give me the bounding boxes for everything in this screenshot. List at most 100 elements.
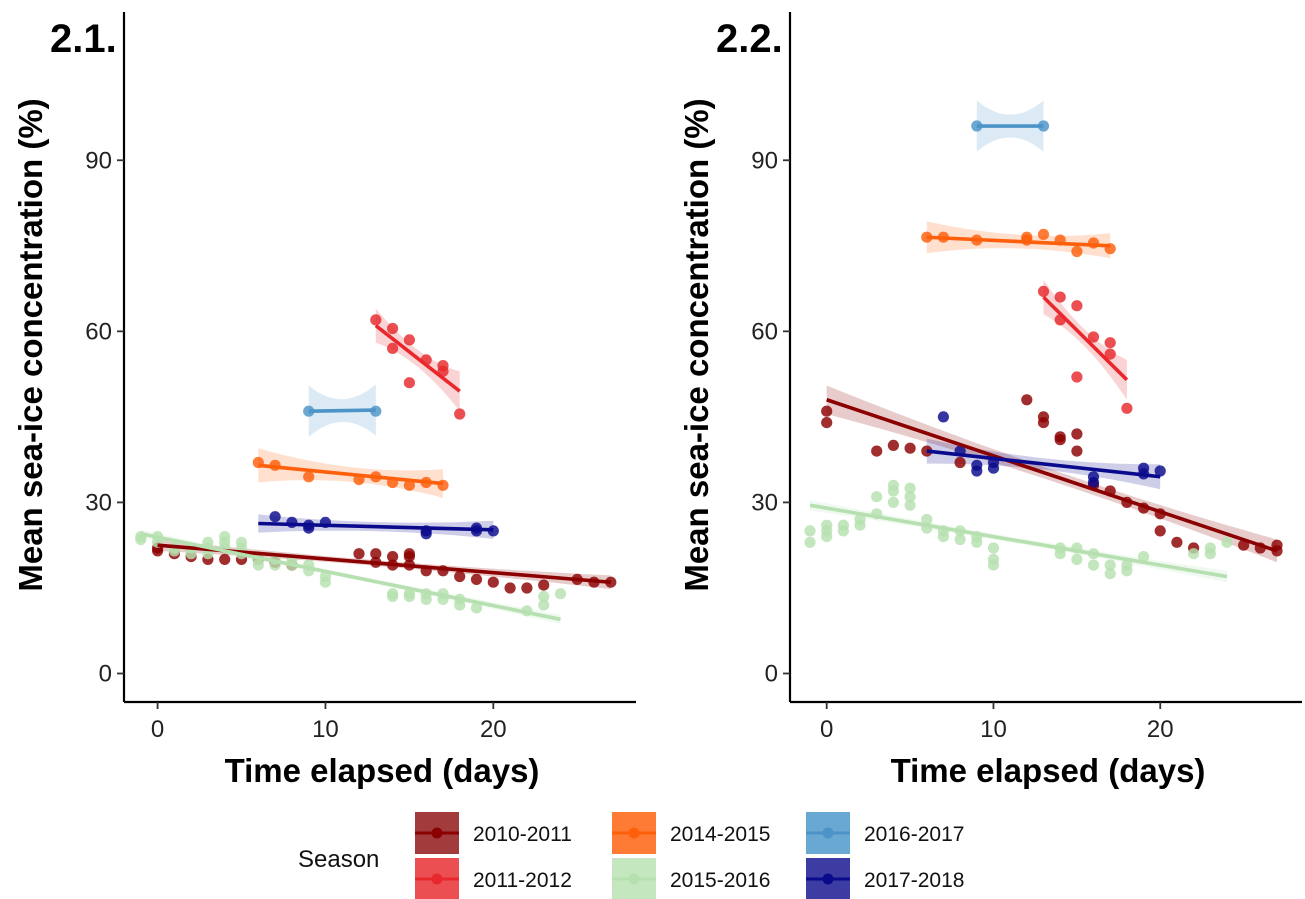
data-point-2010-2011 xyxy=(521,582,533,594)
legend-key-point xyxy=(628,873,640,885)
data-point-2015-2016 xyxy=(904,491,916,503)
data-point-2015-2016 xyxy=(921,513,933,526)
legend-key-point xyxy=(628,827,640,839)
x-tick-label: 10 xyxy=(312,716,339,743)
data-point-2011-2012 xyxy=(403,377,415,389)
trend-line-2011-2012 xyxy=(1042,295,1129,382)
data-point-2015-2016 xyxy=(470,602,483,614)
x-tick-label: 20 xyxy=(480,716,507,743)
data-point-2017-2018 xyxy=(269,511,281,523)
data-point-2010-2011 xyxy=(1037,417,1050,429)
data-point-2010-2011 xyxy=(387,551,399,563)
data-point-2015-2016 xyxy=(135,533,147,546)
chart-panel-1: 2.1. 0 30 60 90 0 10 20 Time elapsed (days) Mean … xyxy=(12,12,636,789)
y-tick-label: 30 xyxy=(85,489,112,516)
data-point-2010-2011 xyxy=(1171,536,1183,548)
data-point-2015-2016 xyxy=(904,482,916,494)
data-point-2011-2012 xyxy=(1104,348,1116,360)
data-point-2015-2016 xyxy=(403,590,415,603)
data-point-2017-2018 xyxy=(987,462,1000,474)
data-point-2010-2011 xyxy=(152,545,164,557)
data-point-2015-2016 xyxy=(937,531,950,543)
data-point-2015-2016 xyxy=(887,485,900,497)
trend-line-2010-2011 xyxy=(826,398,1278,553)
legend-label: 2010-2011 xyxy=(473,823,572,846)
trend-line-2011-2012 xyxy=(374,324,461,393)
data-point-2015-2016 xyxy=(904,499,916,511)
legend-label: 2017-2018 xyxy=(864,869,964,892)
data-point-2010-2011 xyxy=(470,573,483,586)
legend-item-2017-2018: 2017-2018 xyxy=(806,858,964,899)
data-point-2015-2016 xyxy=(538,590,550,603)
data-point-2015-2016 xyxy=(954,533,966,546)
data-point-2015-2016 xyxy=(252,559,264,571)
legend-key-point xyxy=(822,827,834,839)
data-point-2011-2012 xyxy=(403,334,415,346)
data-point-2015-2016 xyxy=(804,525,816,537)
data-point-2010-2011 xyxy=(821,417,833,429)
trend-line-2016-2017 xyxy=(308,408,376,413)
data-point-2015-2016 xyxy=(1121,565,1133,577)
data-point-2015-2016 xyxy=(987,542,1000,554)
data-point-2015-2016 xyxy=(1188,548,1200,560)
data-point-2015-2016 xyxy=(887,496,900,508)
data-point-2010-2011 xyxy=(219,553,231,566)
data-point-2014-2015 xyxy=(403,479,415,491)
data-point-2015-2016 xyxy=(387,590,399,603)
data-point-2010-2011 xyxy=(538,579,550,591)
legend-item-2011-2012: 2011-2012 xyxy=(415,858,572,899)
legend-label: 2011-2012 xyxy=(473,869,572,892)
data-point-2015-2016 xyxy=(538,599,550,611)
legend-key-point xyxy=(431,827,443,839)
data-point-2015-2016 xyxy=(1087,559,1100,571)
data-point-2015-2016 xyxy=(319,576,331,588)
data-point-2015-2016 xyxy=(1138,551,1150,563)
data-point-2017-2018 xyxy=(971,465,983,477)
trend-line-2014-2015 xyxy=(258,463,444,486)
legend-item-2010-2011: 2010-2011 xyxy=(415,812,572,854)
data-point-2011-2012 xyxy=(387,342,399,354)
data-point-2015-2016 xyxy=(1054,548,1066,560)
legend-key-point xyxy=(822,873,834,885)
legend-item-2014-2015: 2014-2015 xyxy=(612,812,770,854)
x-tick-label: 20 xyxy=(1147,716,1174,743)
data-point-2016-2017 xyxy=(1037,120,1050,132)
data-point-2015-2016 xyxy=(219,531,231,543)
data-point-2011-2012 xyxy=(1037,285,1050,297)
data-point-2011-2012 xyxy=(1087,331,1100,343)
y-tick-label: 90 xyxy=(85,147,112,174)
data-point-2010-2011 xyxy=(887,439,900,451)
data-point-2010-2011 xyxy=(1054,434,1066,446)
data-point-2014-2015 xyxy=(1071,245,1083,258)
legend-item-2016-2017: 2016-2017 xyxy=(806,812,964,854)
data-point-2010-2011 xyxy=(904,442,916,454)
data-point-2011-2012 xyxy=(1121,402,1133,414)
trend-line-2015-2016 xyxy=(809,503,1228,579)
data-point-2015-2016 xyxy=(987,559,1000,571)
data-point-2011-2012 xyxy=(1054,291,1066,303)
x-axis-title: Time elapsed (days) xyxy=(225,752,540,789)
data-point-2015-2016 xyxy=(971,536,983,548)
x-tick-label: 0 xyxy=(151,716,164,743)
data-point-2010-2011 xyxy=(487,576,499,588)
data-point-2015-2016 xyxy=(554,588,567,600)
trend-line-2017-2018 xyxy=(926,449,1161,479)
data-point-2011-2012 xyxy=(1071,371,1083,383)
data-point-2015-2016 xyxy=(871,491,883,503)
data-point-2015-2016 xyxy=(185,548,197,560)
data-point-2011-2012 xyxy=(370,314,382,326)
y-tick-label: 30 xyxy=(751,489,778,516)
data-point-2015-2016 xyxy=(1221,536,1233,548)
data-point-2015-2016 xyxy=(420,593,432,606)
y-tick-label: 60 xyxy=(751,318,778,345)
data-point-2015-2016 xyxy=(1104,559,1116,571)
data-point-2010-2011 xyxy=(954,456,966,469)
trend-line-2017-2018 xyxy=(258,521,494,532)
legend-item-2015-2016: 2015-2016 xyxy=(612,858,770,899)
data-point-2015-2016 xyxy=(1104,568,1116,580)
data-point-2011-2012 xyxy=(387,322,399,335)
legend: Season 2010-2011 2011-2012 2014-2015 2015-20… xyxy=(298,812,964,899)
data-point-2010-2011 xyxy=(403,548,415,560)
trend-line-2014-2015 xyxy=(926,235,1111,248)
